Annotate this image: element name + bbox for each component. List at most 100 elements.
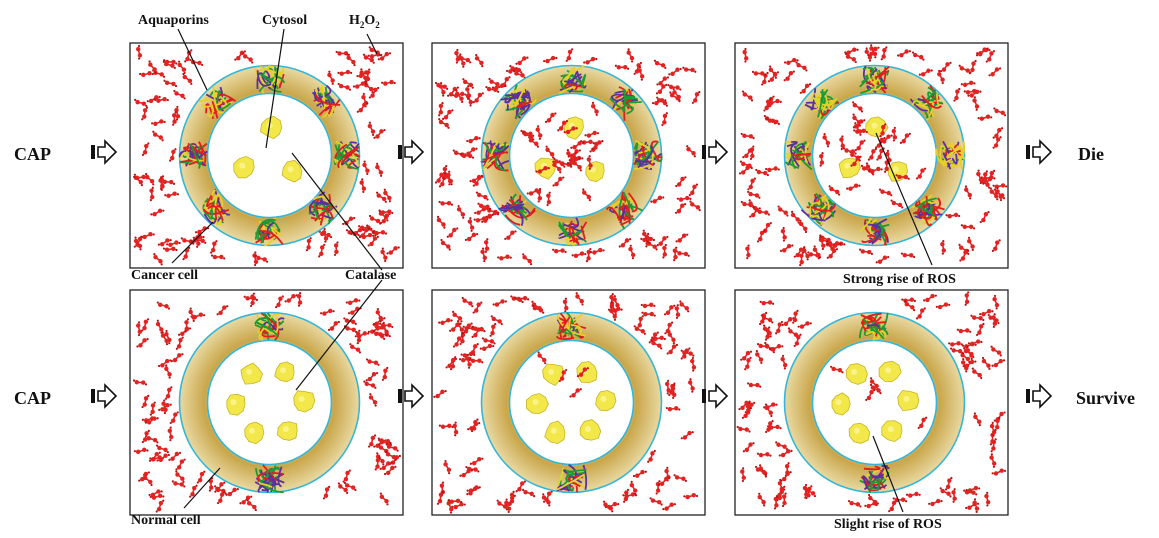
h2o2-molecule [674, 202, 687, 214]
process-arrow-icon [91, 383, 118, 409]
h2o2-molecule [686, 145, 696, 158]
h2o2-molecule [438, 318, 453, 326]
h2o2-molecule [164, 386, 173, 400]
h2o2-molecule [327, 70, 335, 85]
h2o2-molecule [509, 64, 523, 74]
h2o2-molecule [674, 304, 681, 319]
aquaporin-icon [800, 192, 837, 227]
h2o2-molecule [742, 442, 755, 453]
h2o2-molecule [993, 107, 1007, 117]
h2o2-molecule [177, 60, 187, 75]
h2o2-molecule [168, 451, 182, 461]
h2o2-molecule [436, 215, 446, 229]
catalase-molecule [881, 420, 903, 443]
h2o2-molecule [964, 291, 970, 306]
h2o2-molecule [756, 452, 772, 458]
h2o2-molecule [474, 206, 489, 215]
h2o2-molecule [337, 69, 353, 76]
h2o2-molecule [189, 484, 198, 498]
h2o2-molecule [163, 59, 178, 65]
h2o2-molecule [687, 378, 695, 393]
panel-normal-stage-1 [129, 289, 404, 516]
h2o2-molecule [977, 114, 993, 121]
h2o2-molecule [522, 130, 535, 141]
process-arrow-icon [702, 139, 729, 165]
h2o2-molecule [764, 403, 773, 418]
h2o2-molecule [675, 250, 690, 257]
h2o2-molecule [762, 324, 772, 338]
h2o2-molecule [680, 430, 694, 440]
h2o2-molecule [378, 209, 394, 215]
panel-normal-stage-2 [431, 289, 706, 516]
h2o2-molecule [163, 79, 178, 88]
slight-rise-label: Slight rise of ROS [834, 517, 942, 532]
h2o2-molecule [438, 118, 450, 129]
cytosol-area [206, 92, 333, 219]
h2o2-molecule [738, 400, 751, 411]
h2o2-molecule [905, 491, 921, 498]
h2o2-molecule [992, 136, 1002, 149]
h2o2-molecule [878, 188, 893, 197]
h2o2-molecule [479, 343, 495, 351]
h2o2-molecule [150, 208, 165, 217]
h2o2-molecule [216, 305, 229, 316]
h2o2-molecule [766, 117, 780, 126]
h2o2-molecule [571, 251, 587, 258]
h2o2-molecule [586, 155, 593, 170]
h2o2-molecule [847, 499, 862, 508]
h2o2-molecule [993, 188, 1006, 200]
h2o2-molecule [740, 200, 755, 209]
catalase-molecule [579, 419, 602, 441]
h2o2-molecule [949, 347, 964, 355]
h2o2-molecule [349, 343, 362, 354]
h2o2-molecule [363, 380, 377, 389]
h2o2-molecule [171, 111, 177, 126]
h2o2-molecule [953, 87, 961, 102]
h2o2-molecule [151, 119, 166, 126]
h2o2-molecule [296, 292, 303, 307]
h2o2-molecule [981, 356, 991, 370]
process-arrow-icon [398, 383, 425, 409]
h2o2-molecule [365, 358, 380, 366]
h2o2-molecule [490, 315, 503, 326]
h2o2-molecule [985, 50, 996, 63]
h2o2-molecule [492, 299, 507, 307]
h2o2-molecule [175, 470, 185, 483]
h2o2-molecule [666, 343, 679, 355]
h2o2-molecule [368, 214, 382, 225]
h2o2-molecule [465, 85, 472, 100]
h2o2-molecule [844, 52, 857, 64]
panel-cancer-stage-2 [431, 42, 706, 269]
aquaporin-icon [556, 464, 588, 493]
h2o2-molecule [377, 51, 392, 61]
panel-cancer-stage-3 [734, 42, 1009, 269]
h2o2-molecule [798, 219, 808, 234]
h2o2-molecule [379, 461, 393, 471]
h2o2-molecule [133, 447, 149, 455]
h2o2-molecule [876, 147, 885, 161]
h2o2-molecule [446, 227, 459, 238]
h2o2-molecule [318, 243, 326, 258]
h2o2-molecule [899, 132, 911, 144]
catalase-molecule [240, 362, 264, 385]
h2o2-molecule [661, 112, 668, 127]
h2o2-molecule [742, 47, 749, 63]
cytosol-label: Cytosol [262, 13, 307, 28]
h2o2-molecule [158, 358, 172, 368]
h2o2-molecule [958, 64, 971, 75]
h2o2-molecule [975, 47, 989, 57]
h2o2-molecule [900, 252, 916, 259]
h2o2-molecule [822, 133, 831, 148]
h2o2-molecule [649, 497, 663, 506]
h2o2-molecule [469, 457, 484, 466]
h2o2-molecule [854, 139, 866, 152]
h2o2-molecule [602, 500, 614, 513]
h2o2-molecule [765, 420, 774, 434]
process-arrow-icon [702, 383, 729, 409]
aquaporin-icon [859, 65, 890, 95]
h2o2-molecule [136, 337, 149, 348]
h2o2-molecule [880, 46, 888, 61]
h2o2-molecule [375, 307, 383, 323]
h2o2-molecule [570, 141, 585, 150]
h2o2-molecule [384, 465, 397, 476]
